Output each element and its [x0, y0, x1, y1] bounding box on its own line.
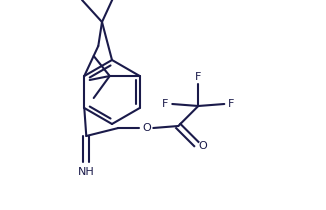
Text: O: O	[142, 123, 151, 133]
Text: O: O	[198, 141, 207, 151]
Text: NH: NH	[78, 167, 95, 177]
Text: F: F	[195, 72, 201, 82]
Text: F: F	[228, 99, 234, 109]
Text: F: F	[162, 99, 169, 109]
